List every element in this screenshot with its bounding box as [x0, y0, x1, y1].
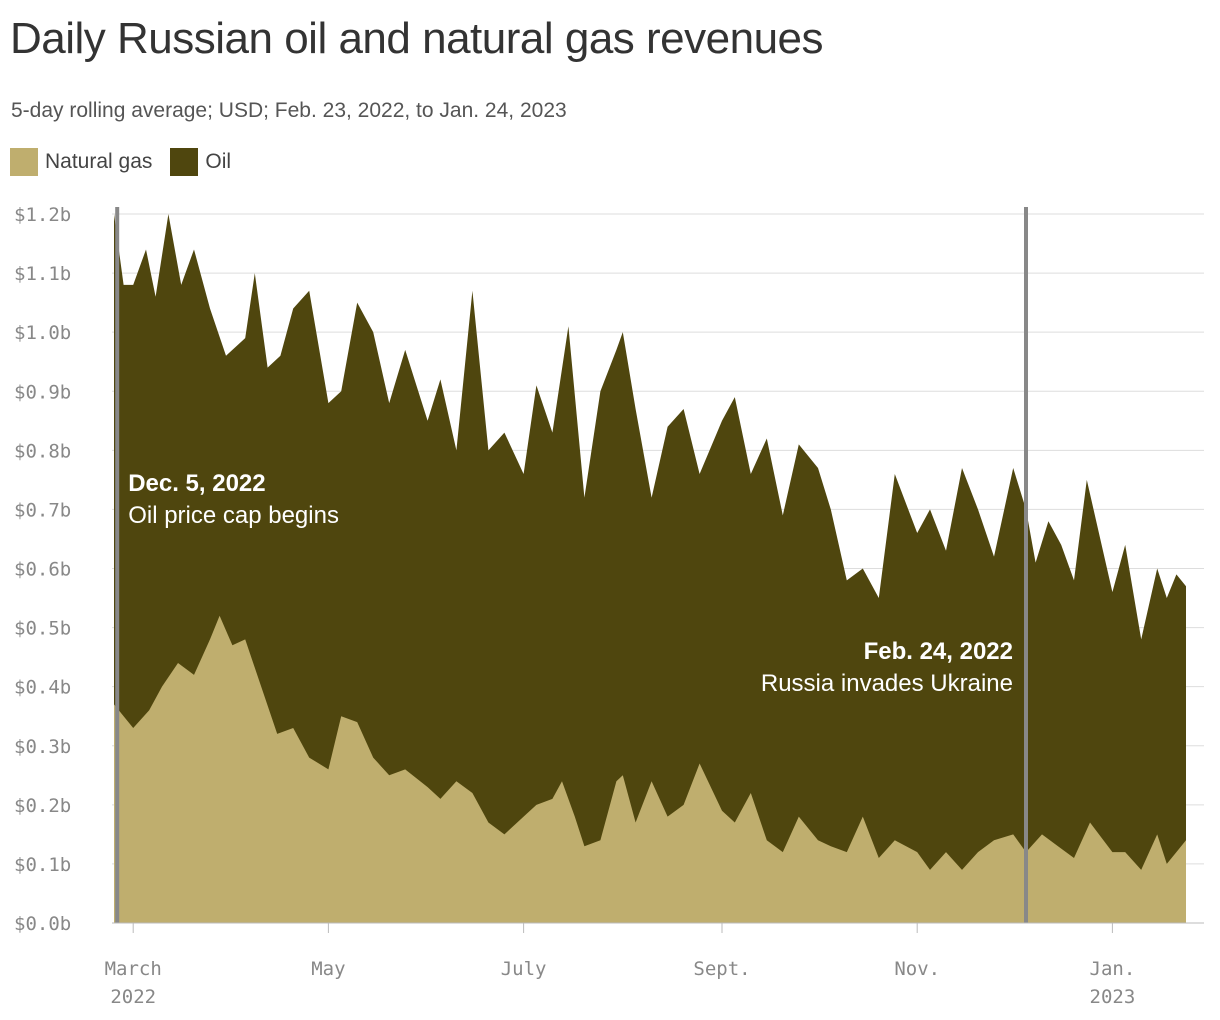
x-tick-label-5: Jan.: [1090, 958, 1136, 980]
legend-item-oil[interactable]: Oil: [170, 148, 231, 176]
y-tick-label-3: $0.3b: [14, 736, 71, 758]
legend-label-oil: Oil: [205, 150, 232, 173]
y-tick-label-2: $0.2b: [14, 795, 71, 817]
legend: Natural gas Oil: [10, 148, 249, 176]
y-tick-label-8: $0.8b: [14, 440, 71, 462]
annotation-price-cap-title: Dec. 5, 2022: [128, 470, 265, 497]
y-tick-label-10: $1.0b: [14, 322, 71, 344]
x-tick-label-3: Sept.: [693, 958, 750, 980]
natural-gas-area: [114, 615, 1186, 923]
legend-swatch-oil: [170, 148, 199, 176]
annotations: Dec. 5, 2022 Oil price cap begins Feb. 24,…: [128, 470, 1013, 697]
y-tick-label-7: $0.7b: [14, 499, 71, 521]
chart-subtitle: 5-day rolling average; USD; Feb. 23, 202…: [11, 99, 567, 122]
y-tick-label-5: $0.5b: [14, 618, 71, 640]
x-tick-label-4: Nov.: [894, 958, 940, 980]
x-tick-year-5: 2023: [1090, 986, 1136, 1008]
y-tick-label-0: $0.0b: [14, 913, 71, 935]
y-tick-label-4: $0.4b: [14, 677, 71, 699]
x-tick-label-1: May: [311, 958, 345, 980]
oil-area: [114, 214, 1186, 923]
y-tick-label-6: $0.6b: [14, 559, 71, 581]
x-tick-label-0: March: [105, 958, 162, 980]
x-axis: March 2022 May July Sept. Nov. Jan. 2023: [105, 922, 1204, 1008]
legend-label-natural-gas: Natural gas: [45, 150, 153, 173]
annotation-invasion-text: Russia invades Ukraine: [761, 670, 1013, 697]
y-tick-label-11: $1.1b: [14, 263, 71, 285]
x-tick-label-2: July: [501, 958, 547, 980]
annotation-invasion-title: Feb. 24, 2022: [864, 638, 1013, 665]
legend-item-natural-gas[interactable]: Natural gas: [10, 148, 152, 176]
chart-title: Daily Russian oil and natural gas revenu…: [10, 14, 824, 63]
y-tick-label-9: $0.9b: [14, 381, 71, 403]
y-tick-label-1: $0.1b: [14, 854, 71, 876]
y-tick-label-12: $1.2b: [14, 204, 71, 226]
legend-swatch-natural-gas: [10, 148, 38, 176]
event-markers: [115, 207, 1028, 923]
y-axis: $0.0b $0.1b $0.2b $0.3b $0.4b $0.5b $0.6b $0.7b…: [14, 204, 71, 935]
stacked-areas: [114, 214, 1186, 923]
annotation-price-cap-text: Oil price cap begins: [128, 502, 339, 529]
x-tick-year-0: 2022: [110, 986, 156, 1008]
